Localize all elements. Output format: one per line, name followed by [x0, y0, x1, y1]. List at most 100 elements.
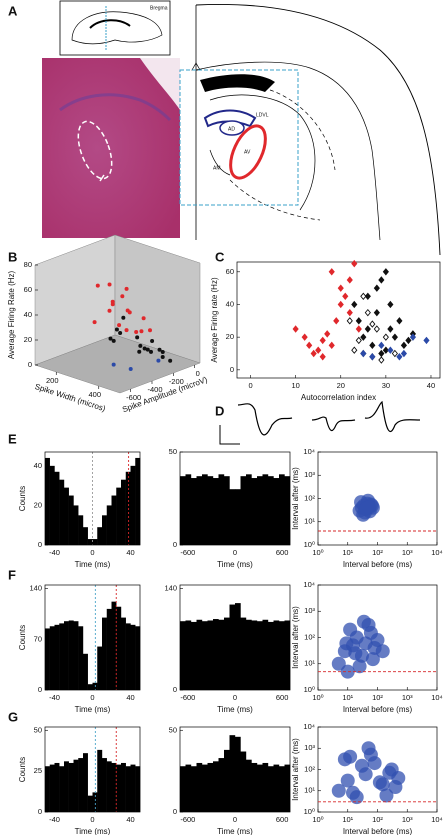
data-point	[324, 330, 331, 338]
histogram-bar	[130, 624, 136, 690]
data-point	[360, 292, 367, 301]
histogram-bar	[273, 478, 280, 545]
atlas-contour	[229, 179, 321, 221]
histogram-bar	[246, 619, 252, 690]
histogram-bar	[213, 761, 219, 812]
histogram-bar	[240, 751, 247, 812]
histology-arrow	[99, 174, 105, 182]
data-point	[150, 339, 155, 343]
data-point	[352, 659, 367, 674]
histogram-bar	[284, 620, 291, 690]
x-tick-label: 10²	[372, 815, 383, 824]
y-tick-label: 25	[34, 766, 42, 775]
histogram-bar	[218, 758, 225, 812]
histogram-bar	[116, 606, 122, 690]
x-tick-label: 10²	[372, 693, 383, 702]
histogram-bar	[180, 621, 186, 690]
x-tick-label: 10¹	[342, 548, 353, 557]
atlas-ldvl	[203, 109, 257, 128]
data-point	[168, 358, 173, 363]
x-tick-label: 40	[126, 815, 134, 824]
x-axis-label: Time (ms)	[217, 827, 253, 835]
data-point	[141, 316, 146, 321]
histogram-bar	[59, 479, 65, 545]
histogram-bar	[279, 766, 285, 812]
y-tick-label: 0	[38, 540, 42, 549]
data-point	[382, 346, 389, 354]
data-point	[138, 343, 143, 348]
y-axis-label: Counts	[18, 486, 27, 511]
data-point	[306, 341, 313, 350]
histogram-bar	[262, 619, 269, 690]
histogram-bar	[224, 749, 230, 812]
histogram-bar	[268, 766, 274, 812]
panel-label: C	[215, 249, 225, 264]
x-axis-label: Time (ms)	[75, 560, 111, 569]
histogram-bar	[196, 762, 203, 812]
histogram-bar	[273, 764, 280, 812]
data-point	[370, 633, 385, 648]
y-tick-label: 0	[173, 807, 177, 816]
histogram-bar	[64, 487, 69, 545]
atlas-fiber	[200, 74, 275, 92]
z-tick-label: 80	[24, 260, 32, 269]
data-point	[378, 341, 385, 350]
y-tick-label: 50	[169, 447, 177, 456]
data-point	[355, 325, 362, 333]
x-tick-label: 0	[90, 693, 94, 702]
histology-image	[42, 58, 180, 238]
histogram-bar	[116, 764, 122, 812]
data-point	[310, 349, 317, 358]
y-tick-label: 10²	[304, 764, 315, 773]
histogram-bar	[87, 795, 93, 812]
data-point	[319, 336, 326, 345]
atlas-zoom-box	[179, 69, 299, 206]
x-tick-label: 0	[90, 548, 94, 557]
histogram-bar	[78, 626, 84, 690]
histogram-bar	[257, 621, 263, 690]
x-tick-label: 40	[126, 548, 134, 557]
x-tick-label: 10³	[402, 548, 413, 557]
y-tick-label: 0	[38, 807, 42, 816]
histogram-bar	[111, 495, 117, 545]
x-tick-label: 10⁰	[312, 693, 323, 702]
data-point	[337, 300, 344, 309]
y-tick-label: 140	[29, 584, 42, 593]
histogram-bar	[284, 764, 291, 812]
x-tick-label: 40	[126, 693, 134, 702]
data-point	[108, 336, 113, 341]
atlas-label: AM	[213, 165, 221, 171]
histogram-bar	[202, 764, 208, 812]
data-point	[360, 349, 367, 358]
histogram-bar	[196, 476, 203, 545]
data-point	[396, 353, 403, 361]
data-point	[373, 325, 380, 333]
data-point	[134, 330, 139, 334]
data-point	[373, 308, 380, 317]
atlas-contour	[209, 94, 316, 211]
y-tick-label: 60	[226, 267, 234, 276]
inset-structure	[89, 19, 131, 29]
data-point	[364, 292, 371, 301]
y-tick-label: 50	[169, 725, 177, 734]
data-point	[128, 367, 133, 371]
data-point	[361, 741, 376, 756]
panel-label: F	[8, 567, 16, 582]
histogram-bar	[202, 621, 208, 690]
x-tick-label: -600	[180, 693, 195, 702]
x-tick-label: 30	[382, 381, 390, 390]
data-point	[382, 333, 389, 341]
histogram-bar	[49, 764, 55, 812]
x-tick-label: 10³	[402, 693, 413, 702]
data-point	[92, 320, 97, 325]
data-point	[328, 268, 335, 276]
data-point	[369, 341, 376, 350]
y-tick-label: 10⁴	[303, 722, 315, 731]
waveform	[237, 403, 293, 436]
histogram-bar	[218, 619, 225, 690]
histogram-bar	[73, 505, 79, 545]
x-tick-label: 10⁰	[312, 548, 323, 557]
histogram-bar	[273, 620, 280, 690]
y-tick-label: 10¹	[304, 659, 315, 668]
data-point	[117, 323, 122, 328]
